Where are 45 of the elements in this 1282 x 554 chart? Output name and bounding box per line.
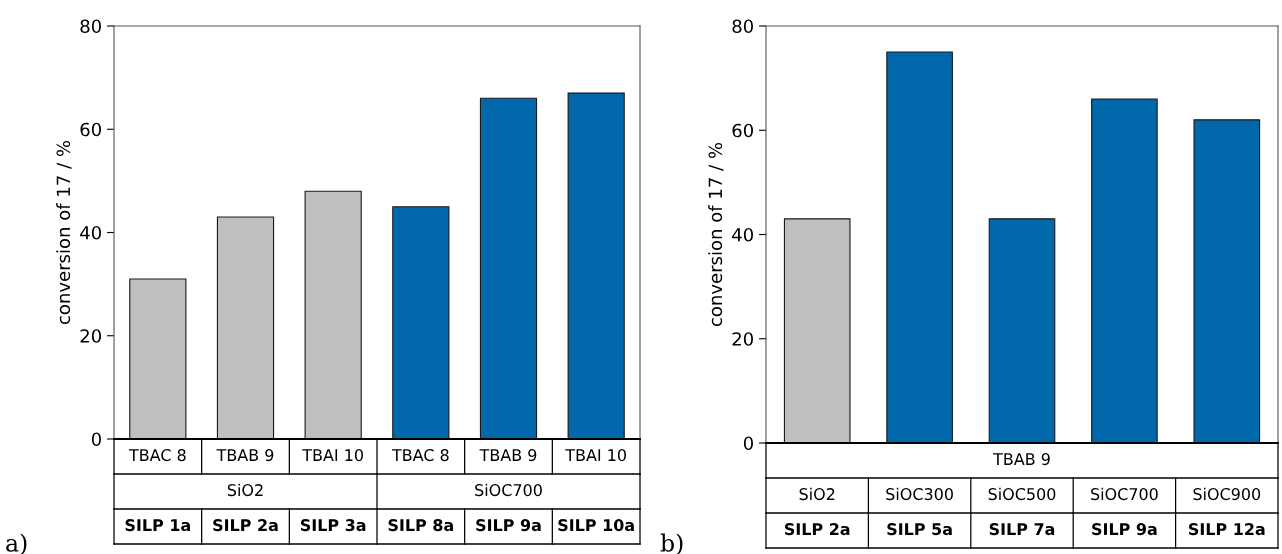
text: SILP 7a [989,523,1055,536]
text: SILP 10a [558,519,634,532]
x-tick-label: TBAB 9 [479,449,537,462]
text: SILP 2a [784,523,850,536]
text: SILP 2a [213,519,278,532]
bar [783,218,851,443]
y-tick-label: 0 [91,432,101,447]
x-tick-label: TBAC 8 [391,449,449,462]
text: SILP 9a [1092,523,1157,536]
x-tick-label: SiO2 [799,487,835,501]
x-tick-label: TBAC 8 [128,449,186,462]
x-tick-label: SiOC900 [1193,487,1261,501]
y-tick-label: 80 [80,19,101,34]
bar [479,97,538,439]
y-tick-label: 40 [732,227,753,242]
text: SILP 1a [125,519,190,532]
text: SILP 5a [887,523,952,536]
y-axis-title: conversion of 17 / % [708,142,724,327]
x-tick-label: TBAI 10 [302,449,363,462]
y-tick-label: 60 [732,123,753,138]
bar [392,206,450,439]
y-tick-label: 60 [80,122,101,137]
y-axis-title: conversion of 17 / % [56,140,72,325]
bar [886,51,953,443]
y-tick-label: 20 [732,332,753,346]
text: SILP 12a [1189,523,1265,536]
text: SILP 3a [300,519,366,532]
bar [1193,119,1261,443]
y-tick-label: 0 [743,436,753,451]
x-tick-label: TBAB 9 [216,449,274,462]
bar [988,218,1056,443]
x-tick-label: SiOC500 [988,487,1056,501]
bar [1091,98,1158,443]
x-tick-label: SiOC300 [886,487,953,501]
x-tick-label: TBAI 10 [565,449,626,462]
bar [129,278,187,439]
text: SILP 8a [388,519,453,532]
x-tick-label: SiOC700 [1091,487,1158,501]
bar [216,216,275,439]
bar [304,190,362,439]
y-tick-label: 80 [732,19,753,34]
bar [567,92,625,439]
y-tick-label: 40 [80,225,101,240]
y-tick-label: 20 [80,329,101,343]
text: SILP 9a [476,519,541,532]
